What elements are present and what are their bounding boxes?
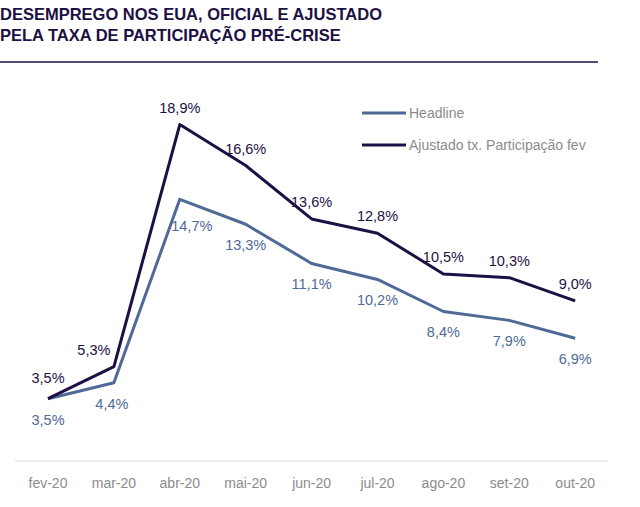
data-label: 14,7% <box>171 218 212 234</box>
legend-label: Ajustado tx. Participação fev <box>409 137 586 153</box>
legend-label: Headline <box>409 105 464 121</box>
x-axis-line <box>15 461 608 462</box>
data-label: 10,2% <box>357 292 398 308</box>
data-label: 4,4% <box>95 396 128 412</box>
data-label: 3,5% <box>31 370 64 386</box>
data-label: 11,1% <box>292 276 332 292</box>
series-line <box>48 125 575 399</box>
data-label: 8,4% <box>427 324 460 340</box>
data-label: 9,0% <box>559 276 592 292</box>
x-tick-label: abr-20 <box>160 475 201 491</box>
x-tick-label: jul-20 <box>359 475 394 491</box>
x-tick-label: out-20 <box>555 475 595 491</box>
x-tick-label: set-20 <box>490 475 529 491</box>
data-label: 18,9% <box>159 100 200 116</box>
data-label: 10,5% <box>423 249 464 265</box>
legend-swatch <box>362 144 406 147</box>
series-line <box>48 199 575 398</box>
data-label: 6,9% <box>559 351 592 367</box>
x-tick-label: mar-20 <box>92 475 137 491</box>
data-label: 7,9% <box>493 333 526 349</box>
legend-swatch <box>362 112 406 115</box>
data-label: 16,6% <box>225 141 266 157</box>
chart-svg: DESEMPREGO NOS EUA, OFICIAL E AJUSTADO PE… <box>0 0 640 507</box>
x-tick-label: mai-20 <box>224 475 267 491</box>
chart-container: DESEMPREGO NOS EUA, OFICIAL E AJUSTADO PE… <box>0 0 640 507</box>
title-line: DESEMPREGO NOS EUA, OFICIAL E AJUSTADO <box>0 5 382 23</box>
data-label: 5,3% <box>77 342 110 358</box>
x-tick-label: ago-20 <box>422 475 466 491</box>
title-line: PELA TAXA DE PARTICIPAÇÃO PRÉ-CRISE <box>0 25 341 44</box>
title-rule <box>0 61 598 63</box>
x-tick-label: jun-20 <box>291 475 331 491</box>
data-label: 10,3% <box>489 253 530 269</box>
plot-area <box>48 125 575 399</box>
data-label: 3,5% <box>31 412 64 428</box>
data-label: 13,3% <box>225 237 266 253</box>
data-label: 12,8% <box>357 208 398 224</box>
x-tick-label: fev-20 <box>29 475 68 491</box>
data-label: 13,6% <box>291 194 332 210</box>
title: DESEMPREGO NOS EUA, OFICIAL E AJUSTADO PE… <box>0 5 382 44</box>
